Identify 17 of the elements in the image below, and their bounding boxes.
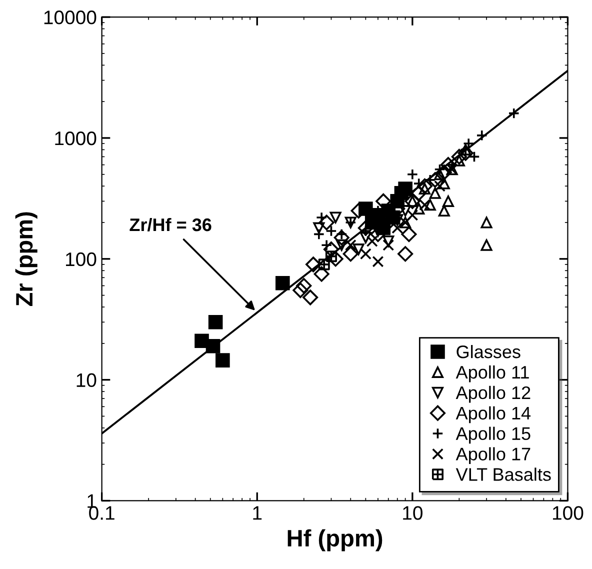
annotation: Zr/Hf = 36 xyxy=(130,218,212,232)
x-tick-label: 1 xyxy=(253,506,262,520)
y-tick-label: 100 xyxy=(66,252,96,266)
legend-label: Apollo 12 xyxy=(456,386,530,403)
x-tick-label: 10 xyxy=(403,506,422,520)
y-tick-label: 10000 xyxy=(44,10,96,24)
legend-label: Apollo 14 xyxy=(456,406,531,424)
y-axis-title: Zr (ppm) xyxy=(15,212,38,306)
legend-label: VLT Basalts xyxy=(456,468,551,481)
legend-label: Apollo 11 xyxy=(456,365,529,382)
legend-label: Apollo 17 xyxy=(456,447,530,464)
x-axis-title: Hf (ppm) xyxy=(288,529,382,552)
legend-label: Apollo 15 xyxy=(456,426,530,444)
x-tick-label: 100 xyxy=(552,506,584,520)
legend-label: Glasses xyxy=(456,344,520,358)
y-tick-label: 1000 xyxy=(55,131,96,146)
y-tick-label: 10 xyxy=(76,373,96,388)
